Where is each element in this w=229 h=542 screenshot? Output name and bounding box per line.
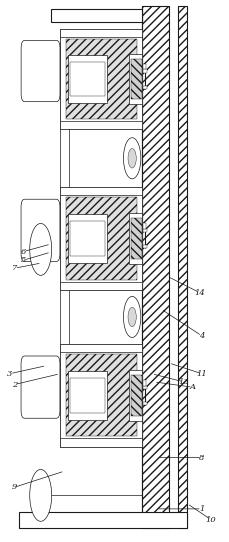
Text: 1: 1 (198, 505, 204, 513)
Bar (70, 62, 104, 96)
Text: 2: 2 (12, 380, 17, 389)
Bar (131, 59, 142, 99)
Bar (65, 354, 136, 436)
Bar (51, 9, 142, 22)
Text: 5: 5 (21, 256, 26, 264)
Bar (60, 344, 142, 352)
Bar (65, 39, 136, 119)
Circle shape (128, 307, 136, 327)
Bar (60, 438, 142, 447)
Bar (60, 29, 142, 130)
Bar (142, 69, 146, 73)
Bar (68, 214, 107, 263)
Bar (60, 121, 142, 130)
Bar (143, 380, 145, 385)
Circle shape (123, 138, 140, 179)
Bar (68, 371, 107, 420)
Text: 4: 4 (198, 332, 204, 340)
Bar (70, 378, 104, 412)
Bar (128, 54, 142, 104)
Bar (142, 229, 146, 232)
Circle shape (128, 149, 136, 168)
Bar (70, 221, 104, 256)
Circle shape (30, 223, 52, 275)
Circle shape (123, 296, 140, 338)
FancyBboxPatch shape (21, 199, 60, 261)
Text: 11: 11 (196, 370, 206, 378)
Bar (128, 370, 142, 421)
Bar (60, 29, 142, 37)
Bar (143, 223, 145, 229)
Bar (128, 213, 142, 264)
Bar (60, 282, 142, 290)
Bar (177, 6, 186, 528)
Bar (142, 245, 146, 248)
Bar (142, 86, 146, 89)
Text: 14: 14 (193, 289, 204, 296)
Text: 13: 13 (177, 378, 188, 386)
FancyBboxPatch shape (21, 356, 60, 418)
Bar (143, 64, 145, 69)
Text: 7: 7 (12, 264, 17, 272)
Text: 3: 3 (7, 370, 12, 378)
Bar (60, 187, 142, 196)
Bar (60, 187, 142, 290)
Text: A: A (189, 383, 195, 391)
Bar (60, 344, 142, 447)
Bar (142, 402, 146, 405)
Bar (131, 218, 142, 259)
Text: 9: 9 (12, 483, 17, 491)
Circle shape (30, 469, 52, 521)
Bar (68, 55, 107, 103)
FancyBboxPatch shape (21, 41, 60, 102)
Bar (19, 512, 186, 528)
Bar (131, 375, 142, 416)
Bar (142, 385, 146, 389)
Text: 6: 6 (21, 248, 26, 255)
Bar (142, 6, 168, 528)
Text: 10: 10 (205, 515, 215, 524)
Text: 8: 8 (198, 454, 204, 461)
Bar (65, 197, 136, 280)
